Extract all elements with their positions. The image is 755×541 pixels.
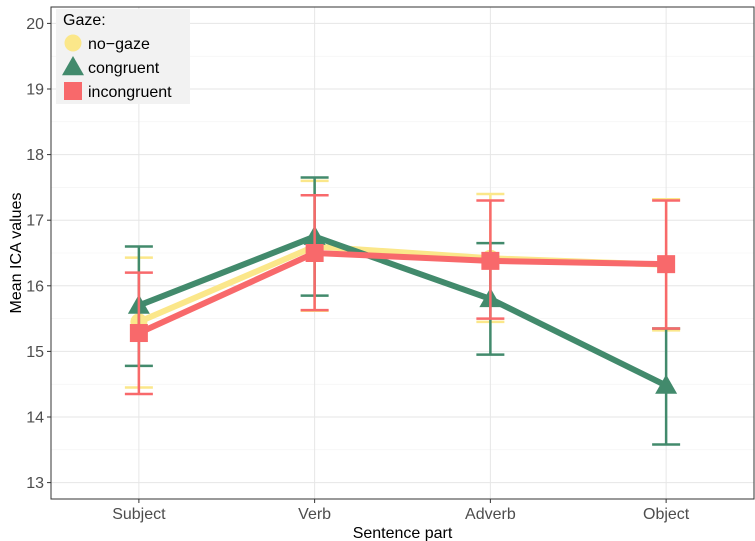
y-tick-label: 20 — [26, 16, 44, 33]
y-tick-label: 18 — [26, 147, 44, 164]
y-tick-label: 13 — [26, 475, 44, 492]
legend-key — [64, 82, 82, 100]
y-axis: 13 14 15 16 17 18 19 20 — [26, 16, 51, 492]
legend-key — [64, 34, 82, 52]
x-tick-label: Object — [643, 506, 690, 523]
data-point — [129, 324, 148, 343]
legend-label: no−gaze — [88, 36, 150, 53]
legend-items: no−gaze congruent incongruent — [62, 34, 172, 101]
legend-item: congruent — [62, 56, 160, 77]
data-point — [655, 374, 678, 394]
series-1 — [124, 176, 681, 446]
x-tick-label: Verb — [298, 506, 331, 523]
data-point — [657, 255, 676, 274]
series-line — [137, 250, 667, 336]
y-tick-label: 16 — [26, 278, 44, 295]
y-tick-label: 14 — [26, 410, 44, 427]
y-tick-label: 15 — [26, 344, 44, 361]
data-point — [305, 244, 324, 262]
panel-border — [50, 6, 755, 500]
data-point — [481, 251, 500, 270]
y-axis-title: Mean ICA values — [8, 193, 25, 314]
plot-series — [124, 176, 681, 446]
legend-title: Gaze: — [63, 12, 106, 29]
y-tick-label: 17 — [26, 213, 44, 230]
series-0 — [124, 179, 681, 389]
x-tick-label: Subject — [112, 506, 166, 523]
x-axis-title: Sentence part — [353, 525, 453, 541]
legend: Gaze: no−gaze congruent incongruent — [56, 9, 190, 104]
series-line — [137, 233, 668, 389]
x-axis: Subject Verb Adverb Object — [112, 499, 690, 523]
legend-label: incongruent — [88, 84, 172, 101]
x-tick-label: Adverb — [465, 506, 516, 523]
legend-item: no−gaze — [64, 34, 150, 53]
legend-key — [62, 56, 84, 76]
legend-item: incongruent — [64, 82, 172, 101]
y-tick-label: 19 — [26, 82, 44, 99]
legend-label: congruent — [88, 60, 160, 77]
series-2 — [124, 194, 681, 396]
